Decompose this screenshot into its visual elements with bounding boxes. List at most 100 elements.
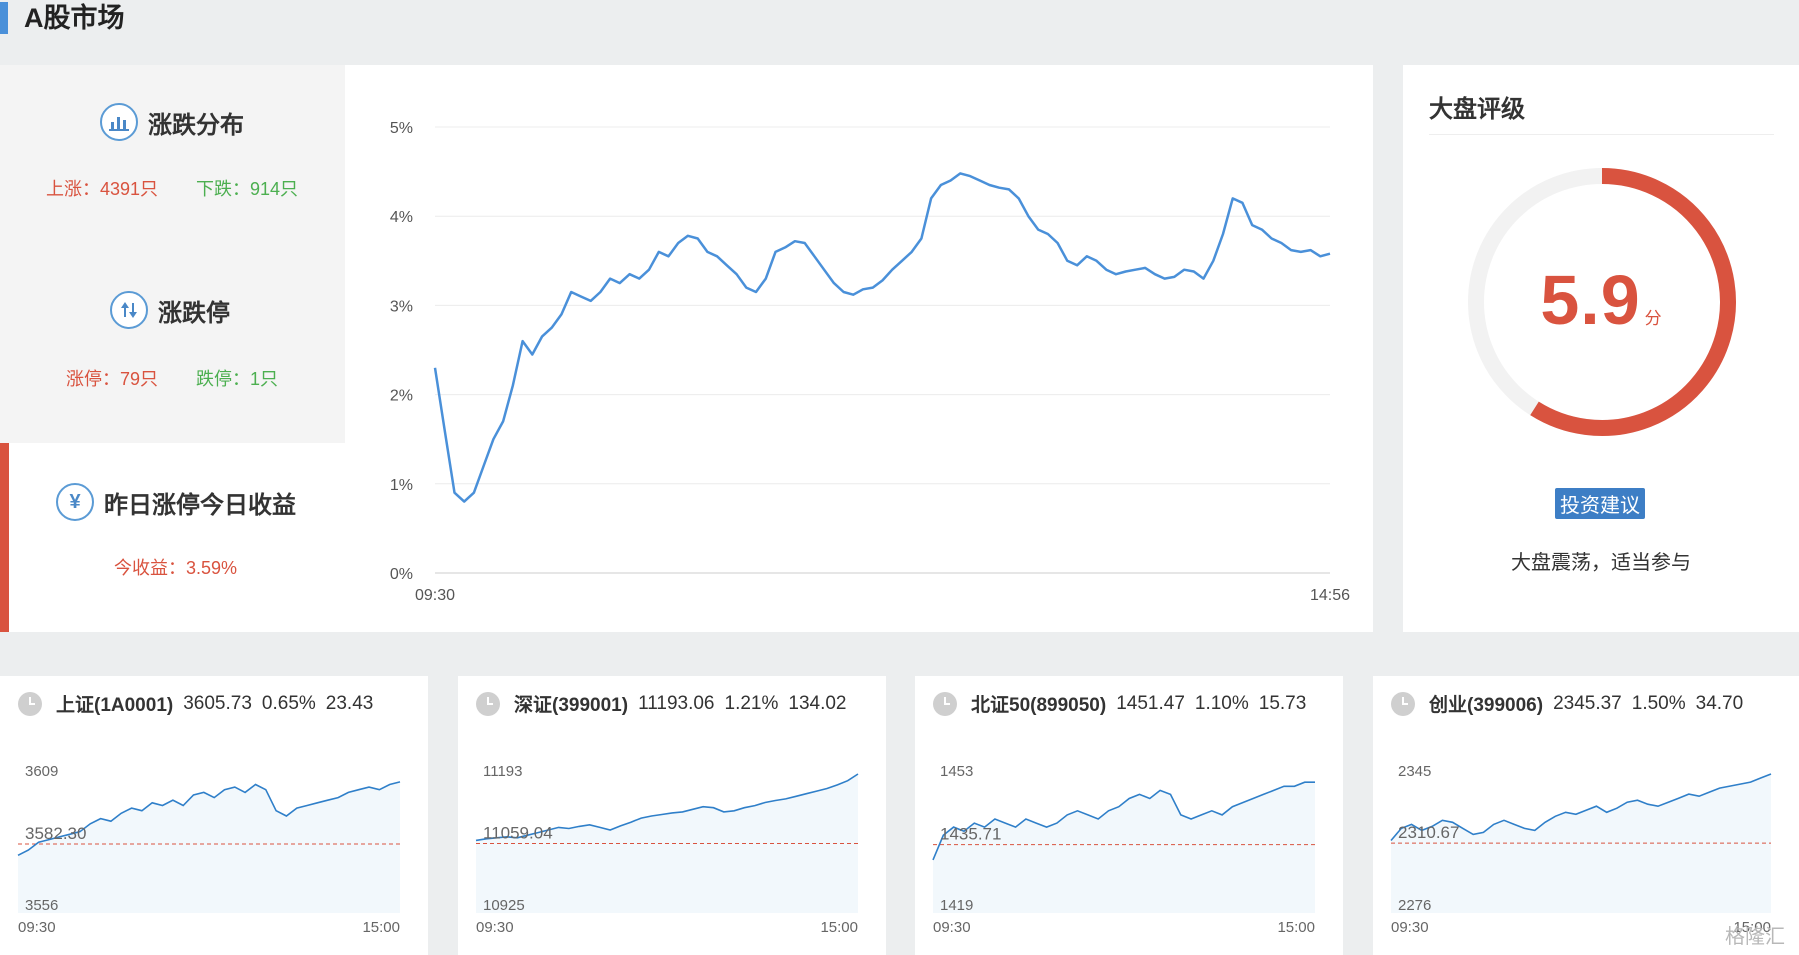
index-card-sh[interactable]: 3609 3582.30 3556 09:30 15:00 上证(1A0001) 360… [0,676,428,955]
index-name: 上证(1A0001) [56,695,174,716]
distribution-title: 涨跌分布 [148,111,244,139]
yesterday-panel: ¥ 昨日涨停今日收益 今收益：3.59% [0,443,345,632]
up-down-arrows-icon [110,291,148,329]
x-start-label: 09:30 [1391,919,1429,936]
clock-icon [476,691,500,716]
y-tick-label: 1% [390,477,413,494]
series-line [932,781,1315,861]
area-fill [18,781,400,913]
series-line [475,773,859,842]
y-min-label: 10925 [483,897,525,914]
y-tick-label: 5% [390,120,413,137]
index-card-sz[interactable]: 11193 11059.04 10925 09:30 15:00 深证(399001) … [458,676,886,955]
y-max-label: 3609 [25,763,58,780]
limit-up-count: 涨停：79只 [66,369,159,389]
series-line [433,172,1331,503]
yesterday-return: 今收益：3.59% [114,558,238,578]
rating-panel: 大盘评级 5.9 分 投资建议 大盘震荡，适当参与 [1403,65,1799,632]
series-line [17,781,401,857]
y-min-label: 3556 [25,897,58,914]
index-price: 1451.47 [1116,692,1185,714]
active-indicator [0,443,9,632]
clock-icon [18,691,42,716]
clock-icon [933,691,957,716]
series-line [1390,773,1772,842]
ref-label: 1435.71 [940,825,1001,844]
up-count: 上涨：4391只 [46,179,159,199]
limit-title: 涨跌停 [158,299,230,327]
y-tick-label: 4% [390,209,413,226]
x-start-label: 09:30 [476,919,514,936]
index-card-cy[interactable]: 2345 2310.67 2276 09:30 15:00 创业(399006) 234… [1373,676,1799,955]
main-chart-panel: 0% 1% 2% 3% 4% 5% 09:30 14:56 [345,65,1373,632]
index-price: 3605.73 [183,692,252,714]
y-tick-label: 3% [390,298,413,315]
limit-header[interactable]: 涨跌停 [110,291,230,329]
y-min-label: 2276 [1398,897,1431,914]
y-max-label: 11193 [483,763,523,780]
index-change: 134.02 [788,692,847,714]
distribution-header[interactable]: 涨跌分布 [100,103,244,141]
index-name: 北证50(899050) [971,695,1107,716]
index-change: 15.73 [1258,692,1307,714]
x-tick-label: 14:56 [1310,587,1350,604]
index-header: 北证50(899050) 1451.47 1.10% 15.73 [933,690,1316,717]
gauge-fill [1530,168,1736,436]
y-tick-label: 2% [390,388,413,405]
y-max-label: 1453 [940,763,973,780]
ref-label: 3582.30 [25,824,86,843]
rating-score: 5.9 分 [1403,260,1799,340]
page-title: A股市场 [24,3,125,33]
index-name: 深证(399001) [514,695,629,716]
clock-icon [1391,691,1415,716]
score-unit: 分 [1644,309,1662,328]
index-change: 34.70 [1695,692,1744,714]
y-max-label: 2345 [1398,763,1431,780]
area-fill [933,782,1315,913]
mini-chart-sz: 11193 11059.04 10925 09:30 15:00 [475,763,859,936]
x-start-label: 09:30 [933,919,971,936]
limit-down-count: 跌停：1只 [196,369,279,389]
index-name: 创业(399006) [1429,695,1544,716]
rating-gauge [1468,168,1736,436]
index-header: 创业(399006) 2345.37 1.50% 34.70 [1391,690,1753,717]
y-min-label: 1419 [940,897,973,914]
yen-icon: ¥ [56,483,94,521]
advice-text: 大盘震荡，适当参与 [1511,552,1691,574]
index-header: 上证(1A0001) 3605.73 0.65% 23.43 [18,690,383,717]
mini-chart-sh: 3609 3582.30 3556 09:30 15:00 [17,763,401,936]
mini-chart-cy: 2345 2310.67 2276 09:30 15:00 [1390,763,1772,936]
intraday-line-chart[interactable]: 0% 1% 2% 3% 4% 5% 09:30 14:56 [345,65,1373,632]
index-card-bz[interactable]: 1453 1435.71 1419 09:30 15:00 北证50(899050) 1… [915,676,1343,955]
x-end-label: 15:00 [820,919,858,936]
x-end-label: 15:00 [1277,919,1315,936]
index-price: 2345.37 [1553,692,1622,714]
index-pct: 0.65% [261,692,316,714]
advice-button[interactable]: 投资建议 [1555,488,1645,519]
stats-panel: 涨跌分布 上涨：4391只 下跌：914只 涨跌停 涨停：79只 跌停：1只 [0,65,345,443]
index-pct: 1.10% [1194,692,1249,714]
rating-title: 大盘评级 [1429,96,1525,123]
watermark-logo: 格隆汇 [1725,926,1785,948]
score-value: 5.9 [1540,261,1641,339]
x-end-label: 15:00 [362,919,400,936]
header-accent-bar [0,2,8,34]
down-count: 下跌：914只 [196,179,299,199]
index-pct: 1.50% [1631,692,1686,714]
x-tick-label: 09:30 [415,587,455,604]
bar-chart-icon [100,103,138,141]
divider [1429,134,1774,135]
x-end-label: 15:00 [1733,919,1771,936]
yesterday-title: 昨日涨停今日收益 [104,491,296,519]
y-tick-label: 0% [390,566,413,583]
x-start-label: 09:30 [18,919,56,936]
ref-label: 2310.67 [1398,823,1459,842]
ref-label: 11059.04 [483,823,553,842]
yesterday-header[interactable]: ¥ 昨日涨停今日收益 [56,483,296,521]
mini-chart-bz: 1453 1435.71 1419 09:30 15:00 [932,763,1315,936]
index-pct: 1.21% [724,692,779,714]
index-header: 深证(399001) 11193.06 1.21% 134.02 [476,690,857,717]
index-change: 23.43 [325,692,374,714]
index-price: 11193.06 [638,692,715,714]
section-header: A股市场 [0,0,1799,65]
